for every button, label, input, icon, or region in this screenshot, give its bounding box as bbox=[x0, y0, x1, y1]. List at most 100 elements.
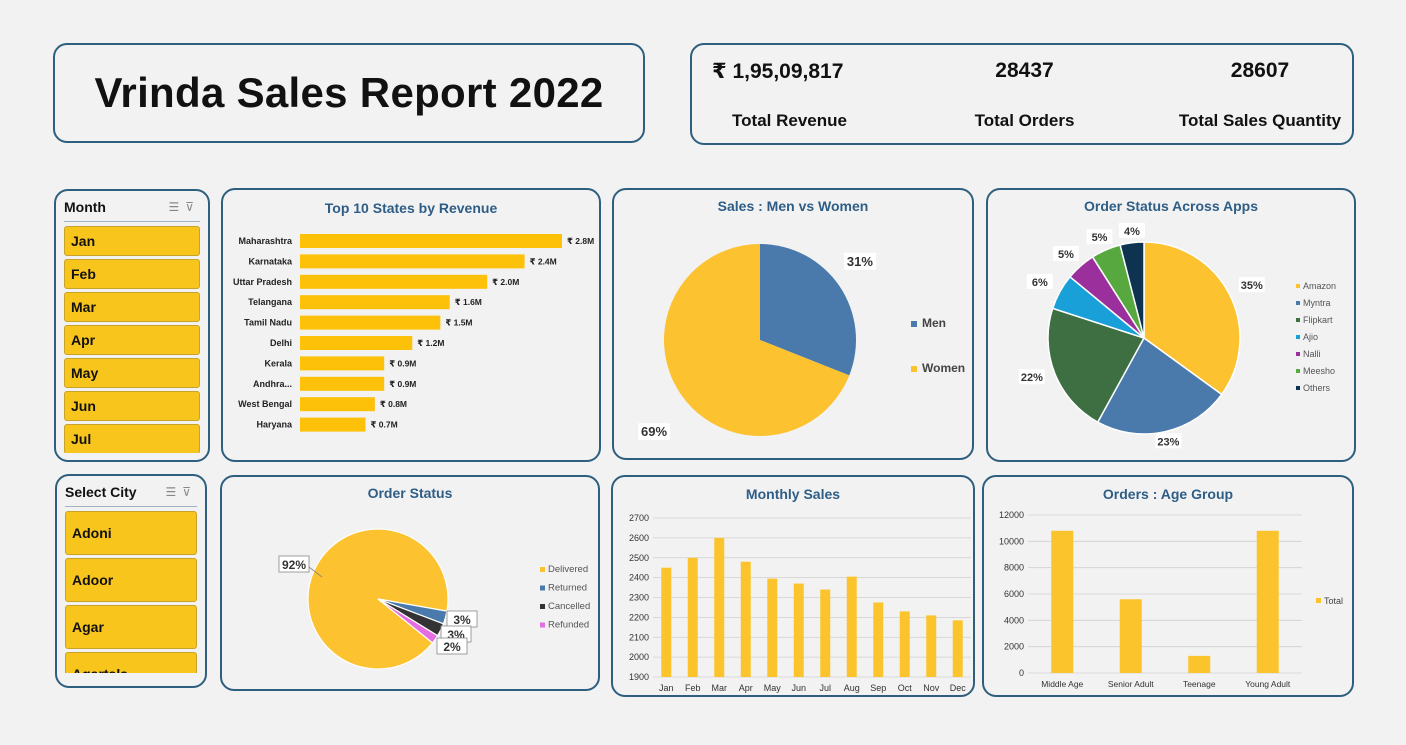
legend-label: Women bbox=[922, 361, 965, 375]
data-label: 3% bbox=[453, 613, 471, 627]
x-tick-label: Young Adult bbox=[1245, 679, 1291, 689]
data-label: 5% bbox=[1092, 232, 1108, 244]
bar bbox=[1188, 655, 1211, 673]
slicer-item-month-feb[interactable]: Feb bbox=[64, 259, 200, 289]
gender-pie-chart: 31% 69% Men Women bbox=[638, 244, 965, 441]
data-label: 6% bbox=[1032, 277, 1048, 289]
y-tick-label: 2500 bbox=[629, 553, 649, 563]
legend-label: Meesho bbox=[1303, 366, 1335, 376]
slicer-item-month-jun[interactable]: Jun bbox=[64, 391, 200, 421]
data-label-box bbox=[843, 252, 876, 270]
bar-category-label: Karnataka bbox=[248, 256, 293, 266]
y-tick-label: 10000 bbox=[999, 536, 1024, 546]
x-tick-label: Oct bbox=[898, 683, 913, 693]
data-label-box bbox=[1238, 277, 1265, 293]
slicer-item-month-may[interactable]: May bbox=[64, 358, 200, 388]
bar-value-label: ₹ 0.9M bbox=[389, 358, 416, 368]
slicer-item-city-adoor[interactable]: Adoor bbox=[65, 558, 197, 602]
slicer-item-month-mar[interactable]: Mar bbox=[64, 292, 200, 322]
x-tick-label: Dec bbox=[950, 683, 967, 693]
legend-swatch bbox=[1296, 369, 1300, 373]
pie-slice bbox=[1119, 241, 1145, 339]
data-label: 69% bbox=[641, 424, 667, 439]
legend-swatch bbox=[1296, 352, 1300, 356]
legend-label: Total bbox=[1324, 596, 1343, 606]
bar bbox=[1119, 599, 1142, 673]
slicer-item-month-jan[interactable]: Jan bbox=[64, 226, 200, 256]
bar-value-label: ₹ 0.8M bbox=[380, 399, 407, 409]
order-status-pie-chart: 92%3%3%2%DeliveredReturnedCancelledRefun… bbox=[278, 528, 590, 670]
bar-category-label: West Bengal bbox=[238, 399, 292, 409]
legend-swatch bbox=[911, 321, 917, 327]
y-tick-label: 2600 bbox=[629, 533, 649, 543]
data-label: 23% bbox=[1157, 436, 1179, 448]
slicer-title: Month bbox=[64, 199, 106, 215]
bar bbox=[300, 397, 375, 412]
y-tick-label: 4000 bbox=[1004, 615, 1024, 625]
data-label-box bbox=[278, 555, 310, 573]
y-tick-label: 2000 bbox=[1004, 642, 1024, 652]
bar bbox=[820, 589, 831, 677]
bar-value-label: ₹ 0.7M bbox=[371, 420, 398, 430]
apps-chart-panel: Order Status Across Apps 35% 23% 22% 6% 5% 5%… bbox=[986, 188, 1356, 462]
legend-label: Men bbox=[922, 316, 946, 330]
slicer-header: Select City ☰⊽ bbox=[65, 484, 197, 507]
chart-title: Orders : Age Group bbox=[1102, 486, 1234, 502]
bar bbox=[300, 336, 413, 350]
x-tick-label: Teenage bbox=[1183, 679, 1216, 689]
chart-title: Order Status bbox=[367, 485, 453, 501]
y-tick-label: 6000 bbox=[1004, 589, 1024, 599]
chart-title: Monthly Sales bbox=[745, 486, 841, 502]
x-tick-label: Middle Age bbox=[1041, 679, 1083, 689]
slicer-item-city-agar[interactable]: Agar bbox=[65, 605, 197, 649]
legend-swatch bbox=[1296, 284, 1300, 288]
bar bbox=[899, 611, 910, 677]
bar bbox=[300, 376, 385, 391]
pie-slice bbox=[760, 244, 856, 376]
y-tick-label: 2200 bbox=[629, 612, 649, 622]
bar-value-label: ₹ 0.9M bbox=[389, 379, 416, 389]
bar bbox=[1256, 530, 1279, 673]
bar bbox=[714, 537, 725, 677]
bar bbox=[687, 557, 698, 677]
kpi-total-orders: 28437 Total Orders bbox=[962, 59, 1087, 131]
x-tick-label: Jun bbox=[791, 683, 806, 693]
multi-select-icon[interactable]: ☰ bbox=[165, 485, 183, 499]
legend-swatch bbox=[1296, 318, 1300, 322]
slicer-item-month-apr[interactable]: Apr bbox=[64, 325, 200, 355]
data-label-box bbox=[1155, 433, 1182, 449]
legend-swatch bbox=[1296, 386, 1300, 390]
multi-select-icon[interactable]: ☰ bbox=[168, 200, 186, 214]
slicer-item-city-agartala[interactable]: Agartala bbox=[65, 652, 197, 673]
y-tick-label: 8000 bbox=[1004, 563, 1024, 573]
top-states-chart: Maharashtra ₹ 2.8M Karnataka ₹ 2.4M Uttar Pr… bbox=[233, 234, 594, 432]
legend-swatch bbox=[1316, 598, 1321, 603]
clear-filter-icon[interactable]: ⊽ bbox=[182, 485, 197, 499]
legend-label: Amazon bbox=[1303, 281, 1336, 291]
clear-filter-icon[interactable]: ⊽ bbox=[185, 200, 200, 214]
bar bbox=[300, 417, 366, 432]
pie-slice bbox=[1096, 336, 1223, 435]
x-tick-label: Sep bbox=[870, 683, 886, 693]
x-tick-label: Feb bbox=[685, 683, 701, 693]
slicer-item-month-jul[interactable]: Jul bbox=[64, 424, 200, 453]
bar bbox=[952, 620, 963, 677]
bar-category-label: Kerala bbox=[264, 358, 293, 368]
bar bbox=[300, 234, 562, 248]
kpi-value: ₹ 1,95,09,817 bbox=[712, 60, 844, 83]
bar bbox=[873, 602, 884, 677]
legend-swatch bbox=[540, 622, 545, 628]
top-states-chart-panel: Top 10 States by Revenue Maharashtra ₹ 2.… bbox=[221, 188, 601, 462]
y-tick-label: 2000 bbox=[629, 652, 649, 662]
bar bbox=[300, 315, 441, 330]
slicer-item-city-adoni[interactable]: Adoni bbox=[65, 511, 197, 555]
y-tick-label: 2700 bbox=[629, 513, 649, 523]
data-label: 35% bbox=[1241, 280, 1263, 292]
x-tick-label: Mar bbox=[712, 683, 728, 693]
legend-label: Flipkart bbox=[1303, 315, 1333, 325]
chart-title: Top 10 States by Revenue bbox=[324, 200, 498, 216]
x-tick-label: Nov bbox=[923, 683, 940, 693]
data-label-box bbox=[1018, 369, 1045, 385]
bar-category-label: Maharashtra bbox=[238, 236, 293, 246]
bar bbox=[661, 567, 672, 677]
